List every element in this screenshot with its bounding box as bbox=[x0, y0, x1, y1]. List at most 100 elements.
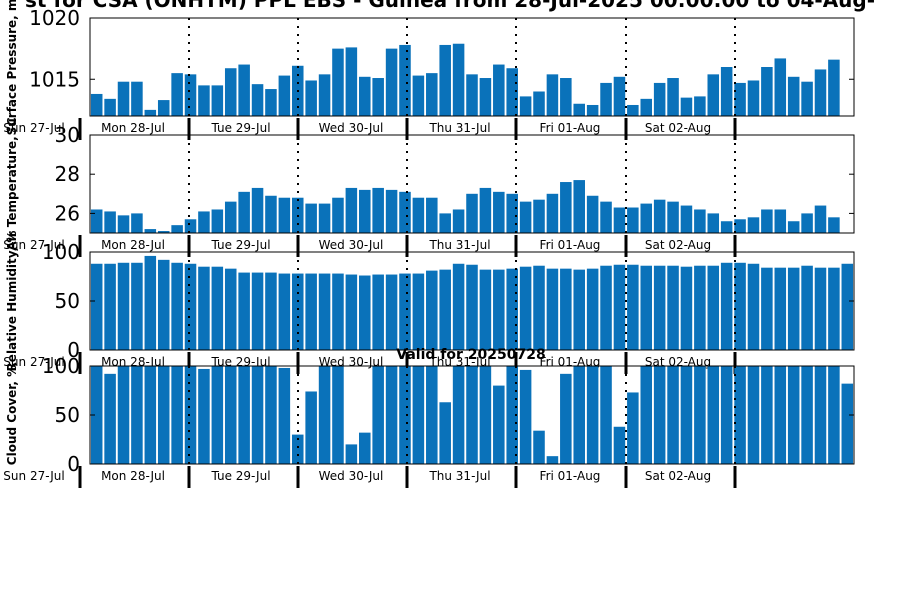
bar bbox=[466, 74, 478, 116]
bar bbox=[640, 265, 653, 350]
bar bbox=[493, 191, 505, 233]
y-tick-label: 0 bbox=[67, 452, 80, 476]
bar bbox=[426, 270, 438, 350]
bar bbox=[787, 267, 800, 350]
bar bbox=[399, 273, 411, 350]
bar bbox=[640, 203, 653, 233]
bar bbox=[519, 201, 532, 233]
bar bbox=[560, 182, 572, 233]
bar bbox=[787, 221, 800, 233]
bar bbox=[117, 366, 130, 464]
bar bbox=[747, 217, 760, 233]
bar bbox=[734, 82, 746, 116]
bar bbox=[627, 207, 639, 233]
bar bbox=[546, 74, 559, 116]
bar bbox=[171, 73, 183, 117]
bar bbox=[519, 96, 532, 116]
bar bbox=[90, 366, 103, 464]
bar bbox=[640, 98, 653, 116]
bar bbox=[224, 366, 237, 464]
x-tick-label: Sun 27-Jul bbox=[3, 121, 64, 135]
bar bbox=[506, 193, 518, 233]
bar bbox=[707, 366, 720, 464]
bar bbox=[613, 76, 626, 116]
bar bbox=[278, 273, 291, 350]
bar bbox=[627, 264, 639, 350]
x-tick-label: Thu 31-Jul bbox=[428, 238, 490, 252]
bar bbox=[573, 269, 585, 350]
bar bbox=[707, 74, 720, 116]
bar bbox=[519, 369, 532, 464]
bar bbox=[104, 98, 116, 116]
bar bbox=[707, 213, 720, 233]
y-axis-label: Cloud Cover, % bbox=[5, 365, 19, 465]
bar bbox=[359, 432, 371, 464]
bar bbox=[560, 373, 572, 464]
bar bbox=[586, 366, 599, 464]
bar bbox=[224, 201, 237, 233]
bar bbox=[359, 189, 371, 233]
bar bbox=[586, 195, 599, 233]
bar bbox=[359, 275, 371, 350]
y-tick-label: 1015 bbox=[29, 67, 80, 91]
bar bbox=[184, 219, 197, 233]
bar bbox=[828, 366, 840, 464]
bar bbox=[278, 197, 291, 233]
bar bbox=[318, 74, 331, 116]
bar bbox=[466, 366, 478, 464]
panel-3: 0 50 100 Relative Humidity, %Sun 27-Jul Mon … bbox=[3, 231, 855, 374]
bar bbox=[144, 229, 157, 233]
bar bbox=[238, 366, 250, 464]
bar bbox=[198, 266, 210, 350]
bar bbox=[667, 201, 679, 233]
y-tick-label: 30 bbox=[55, 123, 80, 147]
bar bbox=[265, 89, 277, 116]
bar bbox=[144, 109, 157, 117]
x-tick-label: Fri 01-Aug bbox=[540, 121, 601, 135]
bar bbox=[426, 73, 438, 117]
bar bbox=[184, 74, 197, 116]
bar bbox=[761, 267, 773, 350]
bar bbox=[613, 264, 626, 350]
bar bbox=[131, 213, 143, 233]
x-tick-label: Wed 30-Jul bbox=[319, 121, 384, 135]
bar bbox=[774, 58, 787, 116]
bar bbox=[131, 81, 143, 116]
bar bbox=[426, 197, 438, 233]
bar bbox=[600, 366, 612, 464]
y-axis-label: Surface Pressure, m bbox=[5, 0, 19, 135]
bar bbox=[533, 199, 545, 233]
bar bbox=[680, 266, 693, 350]
bar bbox=[734, 262, 746, 350]
x-tick-label: Thu 31-Jul bbox=[428, 469, 490, 483]
bar bbox=[774, 366, 787, 464]
x-tick-label: Mon 28-Jul bbox=[101, 121, 165, 135]
bar bbox=[90, 263, 103, 350]
bar bbox=[157, 100, 170, 116]
bar bbox=[291, 273, 304, 350]
bar bbox=[801, 265, 813, 350]
y-axis-label: Air Temperature, °C bbox=[5, 117, 19, 251]
bar bbox=[211, 209, 224, 233]
bar bbox=[479, 187, 492, 233]
x-tick-label: Sat 02-Aug bbox=[645, 238, 711, 252]
x-tick-label: Thu 31-Jul bbox=[428, 121, 490, 135]
x-tick-label: Sun 27-Jul bbox=[3, 469, 64, 483]
bar bbox=[439, 44, 451, 117]
bar bbox=[198, 368, 210, 464]
bar bbox=[747, 263, 760, 350]
bar bbox=[493, 269, 505, 350]
bar bbox=[720, 366, 733, 464]
y-tick-label: 0 bbox=[67, 338, 80, 362]
bar bbox=[586, 268, 599, 350]
bar bbox=[332, 366, 344, 464]
bar bbox=[493, 385, 505, 464]
bar bbox=[305, 391, 317, 464]
bar bbox=[466, 264, 478, 350]
bar bbox=[412, 273, 425, 350]
bar bbox=[184, 366, 197, 464]
bar bbox=[305, 80, 317, 116]
bar bbox=[573, 103, 585, 116]
